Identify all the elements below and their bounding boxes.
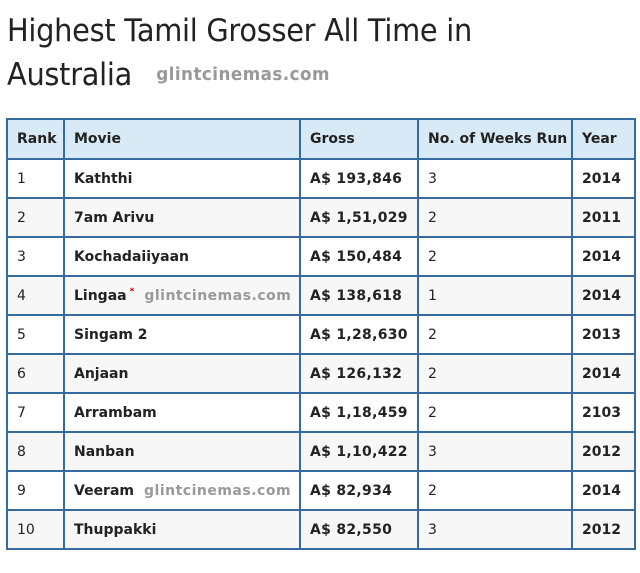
movie-name: 7am Arivu [74,209,155,226]
gross-cell: A$ 1,18,459 [299,392,419,433]
movie-name: Thuppakki [74,521,157,538]
year-cell: 2014 [571,353,636,394]
header-weeks: No. of Weeks Run [417,118,573,160]
movie-cell: Singam 2 [63,314,301,355]
movie-cell: 7am Arivu [63,197,301,238]
rank-cell: 10 [6,509,65,550]
year-cell: 2103 [571,392,636,433]
title-watermark: glintcinemas.com [156,64,330,85]
year-cell: 2013 [571,314,636,355]
movie-name: Arrambam [74,404,157,421]
table-row: 8 Nanban A$ 1,10,422 3 2012 [6,431,636,472]
table-row: 5 Singam 2 A$ 1,28,630 2 2013 [6,314,636,355]
movie-cell: Kochadaiiyaan [63,236,301,277]
gross-cell: A$ 82,934 [299,470,419,511]
year-cell: 2014 [571,275,636,316]
gross-cell: A$ 150,484 [299,236,419,277]
rank-cell: 1 [6,158,65,199]
page-title-line1: Highest Tamil Grosser All Time in [7,13,472,49]
weeks-cell: 2 [417,197,573,238]
year-cell: 2014 [571,236,636,277]
rank-cell: 2 [6,197,65,238]
movie-name: Anjaan [74,365,129,382]
rank-cell: 8 [6,431,65,472]
gross-cell: A$ 82,550 [299,509,419,550]
movie-cell: Anjaan [63,353,301,394]
year-cell: 2011 [571,197,636,238]
table-row: 6 Anjaan A$ 126,132 2 2014 [6,353,636,394]
weeks-cell: 2 [417,392,573,433]
movie-cell: Thuppakki [63,509,301,550]
movie-name: Nanban [74,443,135,460]
row-watermark: glintcinemas.com [144,482,292,499]
header-gross: Gross [299,118,419,160]
gross-cell: A$ 1,51,029 [299,197,419,238]
asterisk-marker: * [129,287,135,297]
movie-cell: Lingaa * glintcinemas.com [63,275,301,316]
movie-cell: Arrambam [63,392,301,433]
header-movie: Movie [63,118,301,160]
gross-cell: A$ 1,10,422 [299,431,419,472]
weeks-cell: 3 [417,158,573,199]
table-row: 7 Arrambam A$ 1,18,459 2 2103 [6,392,636,433]
movie-cell: Kaththi [63,158,301,199]
page-title-line2: Australia [7,57,133,93]
movie-name: Veeram [74,482,134,499]
weeks-cell: 3 [417,431,573,472]
movie-name: Lingaa [74,288,127,304]
table-row: 10 Thuppakki A$ 82,550 3 2012 [6,509,636,550]
rank-cell: 4 [6,275,65,316]
table-row: 2 7am Arivu A$ 1,51,029 2 2011 [6,197,636,238]
row-watermark: glintcinemas.com [144,288,292,304]
rank-cell: 5 [6,314,65,355]
rank-cell: 9 [6,470,65,511]
gross-cell: A$ 126,132 [299,353,419,394]
header-year: Year [571,118,636,160]
header-rank: Rank [6,118,65,160]
table-body: 1 Kaththi A$ 193,846 3 2014 2 7am Arivu A$ 1,51… [6,158,636,550]
table-row: 9 Veeram glintcinemas.com A$ 82,934 2 2014 [6,470,636,511]
year-cell: 2014 [571,158,636,199]
weeks-cell: 2 [417,470,573,511]
weeks-cell: 2 [417,236,573,277]
table-row: 4 Lingaa * glintcinemas.com A$ 138,618 1 2014 [6,275,636,316]
weeks-cell: 3 [417,509,573,550]
table-row: 3 Kochadaiiyaan A$ 150,484 2 2014 [6,236,636,277]
weeks-cell: 2 [417,314,573,355]
gross-table: Rank Movie Gross No. of Weeks Run Year 1… [6,118,636,550]
movie-name: Kochadaiiyaan [74,248,189,265]
weeks-cell: 1 [417,275,573,316]
year-cell: 2012 [571,509,636,550]
rank-cell: 6 [6,353,65,394]
table-header-row: Rank Movie Gross No. of Weeks Run Year [6,118,636,160]
movie-name: Singam 2 [74,326,148,343]
gross-cell: A$ 193,846 [299,158,419,199]
rank-cell: 7 [6,392,65,433]
gross-cell: A$ 1,28,630 [299,314,419,355]
weeks-cell: 2 [417,353,573,394]
rank-cell: 3 [6,236,65,277]
year-cell: 2014 [571,470,636,511]
gross-cell: A$ 138,618 [299,275,419,316]
page-title: Highest Tamil Grosser All Time in Austra… [7,9,584,97]
table-row: 1 Kaththi A$ 193,846 3 2014 [6,158,636,199]
year-cell: 2012 [571,431,636,472]
movie-name: Kaththi [74,170,133,187]
movie-cell: Veeram glintcinemas.com [63,470,301,511]
movie-cell: Nanban [63,431,301,472]
